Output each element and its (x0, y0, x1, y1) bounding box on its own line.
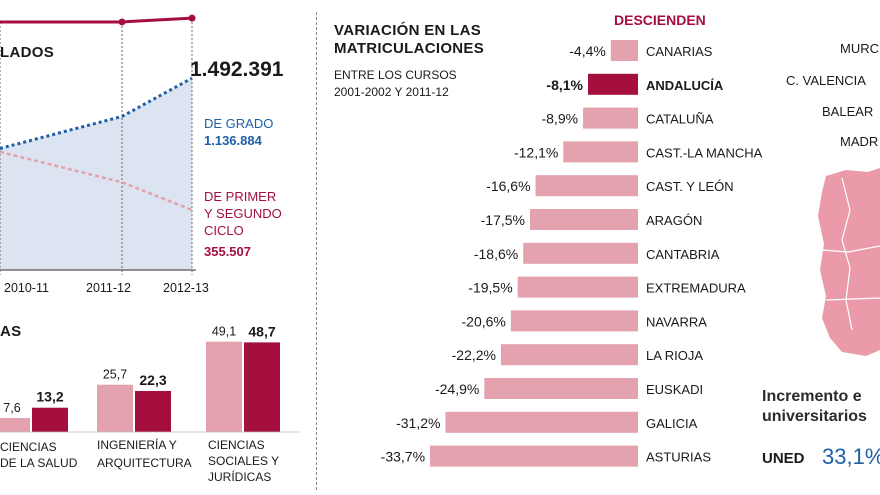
region-label-baleares: BALEAR (822, 104, 874, 119)
variation-value-label: -22,2% (452, 347, 496, 363)
variation-value-label: -19,5% (468, 280, 512, 296)
group-2-label-2: ARQUITECTURA (97, 456, 192, 470)
variation-category-label: CAST.-LA MANCHA (646, 145, 763, 160)
variation-value-label: -4,4% (569, 43, 606, 59)
x-tick-2011-12: 2011-12 (86, 281, 131, 295)
group-1-label-1: CIENCIAS (0, 440, 57, 454)
total-point (188, 14, 196, 22)
variation-category-label: ASTURIAS (646, 450, 711, 465)
group-3-label-2: SOCIALES Y (208, 454, 280, 468)
ciclo-line (0, 150, 193, 212)
bar-second-3 (244, 342, 280, 432)
variation-category-label: NAVARRA (646, 314, 707, 329)
region-label-murcia: MURC (840, 41, 879, 56)
variation-category-label: GALICIA (646, 416, 698, 431)
bar-value-label: 25,7 (103, 368, 127, 382)
total-value-label: 1.492.391 (190, 58, 284, 81)
variation-value-label: -8,9% (541, 111, 578, 127)
increment-text-line-1: Incremento e (762, 388, 862, 405)
variation-bar (563, 141, 638, 163)
map-borders (821, 177, 880, 331)
variation-bar (523, 242, 638, 264)
variation-category-label: LA RIOJA (646, 348, 703, 363)
increment-text-line-2: universitarios (762, 408, 867, 425)
variation-category-label: CAST. Y LEÓN (646, 179, 734, 194)
variation-category-label: CANTABRIA (646, 247, 720, 262)
x-tick-2010-11: 2010-11 (4, 281, 49, 295)
variation-category-label: EXTREMADURA (646, 281, 746, 296)
variation-category-label: EUSKADI (646, 382, 703, 397)
variation-value-label: -24,9% (435, 381, 479, 397)
bar-value-label: 49,1 (212, 325, 236, 339)
bar-first-1 (0, 418, 30, 432)
ciclo-label-line-1: DE PRIMER (204, 189, 277, 204)
group-1-label-2: DE LA SALUD (0, 456, 78, 470)
bar-value-label: 48,7 (248, 323, 275, 339)
variation-bar (445, 411, 638, 433)
bar-second-2 (135, 390, 171, 432)
ciclo-label-line-3: CICLO (204, 223, 244, 238)
variation-value-label: -33,7% (381, 449, 425, 465)
variation-category-label: CANARIAS (646, 44, 713, 59)
line-panel-title: LADOS (0, 44, 54, 61)
grado-area (0, 78, 192, 271)
ciclo-value: 355.507 (204, 244, 251, 259)
group-3-label-1: CIENCIAS (208, 438, 265, 452)
bar-first-3 (206, 341, 242, 432)
variation-bar (610, 40, 638, 61)
group-3-label-3: JURÍDICAS (208, 470, 272, 484)
bar-value-label: 22,3 (139, 372, 166, 388)
variation-bar (535, 175, 638, 197)
map-shape (818, 168, 880, 356)
variation-subtitle-line-2: 2001-2002 Y 2011-12 (334, 85, 449, 99)
variation-value-label: -20,6% (462, 313, 506, 329)
variation-category-label: ANDALUCÍA (646, 78, 724, 93)
variation-bar (583, 107, 638, 129)
variation-title-line-1: VARIACIÓN EN LAS (334, 22, 482, 39)
line-chart (0, 14, 196, 275)
variation-bar (430, 445, 638, 467)
uned-value: 33,1% (822, 444, 880, 469)
variation-bar (484, 378, 638, 399)
panel-divider (316, 12, 317, 490)
variation-category-label: CATALUÑA (646, 112, 714, 127)
variation-bar (500, 344, 638, 366)
region-label-valencia: C. VALENCIA (786, 73, 866, 88)
variation-value-label: -17,5% (481, 212, 525, 228)
bar-chart: 7,6 25,7 49,1 13,2 22,3 48,7 (0, 323, 300, 433)
ciclo-label-line-2: Y SEGUNDO (204, 206, 282, 221)
variation-bar (530, 209, 638, 230)
variation-value-label: -8,1% (546, 77, 583, 93)
grado-value: 1.136.884 (204, 133, 262, 148)
total-point (118, 18, 126, 26)
variation-subtitle-line-1: ENTRE LOS CURSOS (334, 68, 457, 82)
variation-bar (517, 276, 638, 298)
group-2-label-1: INGENIERÍA Y (97, 438, 177, 452)
bar-first-2 (97, 384, 133, 432)
x-tick-2012-13: 2012-13 (163, 281, 209, 295)
bar-value-label: 13,2 (36, 389, 63, 405)
bar-value-label: 7,6 (3, 401, 20, 415)
variation-bar (588, 73, 638, 95)
grado-line (0, 76, 193, 150)
variation-value-label: -31,2% (396, 415, 440, 431)
bar-panel-title: AS (0, 323, 22, 340)
grado-label: DE GRADO (204, 116, 274, 131)
uned-label: UNED (762, 450, 805, 467)
region-label-madrid: MADR (840, 134, 879, 149)
variation-value-label: -16,6% (486, 178, 530, 194)
variation-value-label: -18,6% (474, 246, 518, 262)
bar-second-1 (32, 407, 68, 432)
variation-category-label: ARAGÓN (646, 213, 702, 228)
variation-value-label: -12,1% (514, 144, 558, 160)
descienden-label: DESCIENDEN (614, 12, 706, 28)
variation-bar (510, 310, 638, 332)
variation-title-line-2: MATRICULACIONES (334, 40, 485, 57)
